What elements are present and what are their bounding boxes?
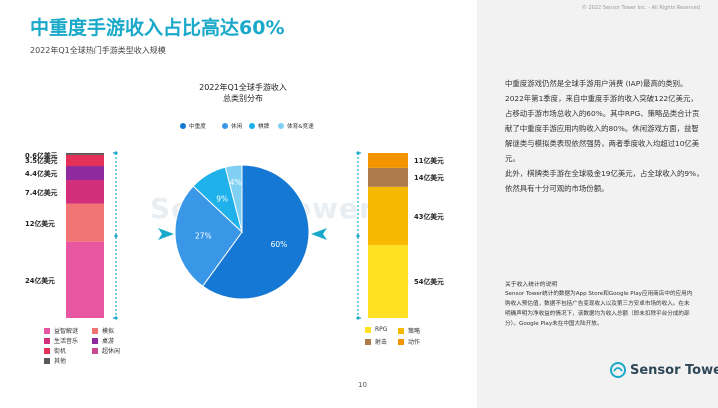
- casual-bracket: [113, 151, 118, 320]
- pie-slice-label-4: 4%: [230, 178, 242, 187]
- casual-bar-label-1: 24亿美元: [25, 276, 55, 285]
- arrow-left-icon: [158, 228, 174, 240]
- brand-name: Sensor Tower: [630, 362, 718, 378]
- midcore-stacked-bar: [368, 153, 408, 318]
- pie-legend-label: 体育&竞速: [287, 124, 314, 130]
- casual-legend-item-2: 模拟: [92, 326, 114, 335]
- sensor-tower-logo: Sensor Tower: [610, 362, 718, 378]
- right-panel: [477, 0, 718, 408]
- midcore-bar-label-2: 43亿美元: [414, 212, 444, 221]
- pie-title-line-1: 2022年Q1全球手游收入: [199, 83, 287, 92]
- midcore-legend-swatch: [365, 338, 371, 345]
- pie-legend-item-2: 休闲: [222, 122, 242, 130]
- midcore-bracket: [356, 151, 361, 320]
- midcore-legend-item-2: 策略: [398, 326, 420, 335]
- casual-legend-label: 生活音乐: [54, 338, 79, 345]
- casual-bar-label-4: 4.4亿美元: [25, 170, 58, 179]
- pie-slice-4: [224, 164, 243, 233]
- casual-legend-item-5: 街机: [44, 346, 66, 355]
- pie-legend-swatch: [180, 123, 186, 129]
- pie-chart: 60% 27% 9%4%: [174, 164, 310, 300]
- casual-legend-item-3: 生活音乐: [44, 336, 78, 345]
- casual-legend-swatch: [92, 327, 98, 334]
- casual-legend-label: 街机: [54, 348, 67, 355]
- arrow-right-icon: [311, 228, 327, 240]
- pie-legend-swatch: [249, 123, 255, 129]
- casual-bar-segment-3: [66, 180, 104, 204]
- casual-legend-swatch: [44, 347, 50, 354]
- bracket-connectors: [113, 151, 361, 320]
- midcore-legend-swatch: [365, 326, 371, 333]
- pie-legend-swatch: [222, 123, 228, 129]
- pie-legend-label: 棋牌: [258, 124, 270, 130]
- midcore-bar-label-3: 14亿美元: [414, 174, 444, 183]
- note-body: Sensor Tower统计的数据为App Store和Google Play应…: [505, 291, 693, 327]
- casual-stacked-bar: [66, 153, 104, 318]
- casual-bar-label-7: 0.6亿美元: [25, 152, 58, 160]
- pie-slice-label-1: 60%: [271, 240, 288, 249]
- midcore-legend-item-3: 射击: [365, 337, 387, 346]
- pie-legend-label: 中重度: [189, 124, 206, 130]
- midcore-legend-label: 动作: [408, 339, 421, 346]
- casual-legend-item-6: 超休闲: [92, 346, 120, 355]
- midcore-legend-label: RPG: [375, 326, 388, 333]
- casual-bar-segment-1: [66, 241, 104, 318]
- pie-slice-2: [174, 185, 243, 287]
- pie-legend-item-4: 体育&竞速: [278, 122, 314, 130]
- page-title: 中重度手游收入占比高达60%: [30, 17, 285, 39]
- sensor-tower-logo-icon: [610, 362, 626, 378]
- midcore-bar-segment-1: [368, 244, 408, 318]
- casual-bar-segment-2: [66, 203, 104, 242]
- casual-bar-segment-4: [66, 166, 104, 181]
- midcore-legend-label: 射击: [375, 339, 388, 346]
- casual-legend-swatch: [44, 327, 50, 334]
- casual-legend-label: 模拟: [102, 328, 115, 335]
- pie-chart-title: 2022年Q1全球手游收入 总类别分布: [190, 82, 296, 104]
- casual-legend-swatch: [92, 337, 98, 344]
- pie-slice-label-2: 27%: [195, 232, 212, 241]
- summary-paragraph-2: 此外，棋牌类手游在全球吸金19亿美元，占全球收入的9%，依然具有十分可观的市场份…: [505, 169, 704, 193]
- pie-slice-label-3: 9%: [216, 195, 228, 204]
- casual-legend-swatch: [44, 337, 50, 344]
- midcore-bar-segment-2: [368, 186, 408, 245]
- casual-legend-swatch: [92, 347, 98, 354]
- summary-paragraph-1: 中重度游戏仍然是全球手游用户消费 (IAP)最高的类别。2022年第1季度，来自…: [505, 79, 700, 163]
- note-title: 关于收入统计的说明: [505, 282, 558, 288]
- casual-bar-segment-7: [66, 153, 104, 155]
- midcore-legend-swatch: [398, 338, 404, 345]
- casual-legend-label: 桌游: [102, 338, 115, 345]
- pie-legend-label: 休闲: [231, 124, 243, 130]
- midcore-legend-swatch: [398, 327, 404, 334]
- midcore-legend-item-1: RPG: [365, 326, 387, 333]
- page-subtitle: 2022年Q1全球热门手游类型收入规模: [30, 46, 166, 55]
- page-number: 10: [358, 381, 367, 389]
- casual-legend-label: 超休闲: [102, 348, 121, 355]
- casual-legend-label: 益智解谜: [54, 328, 79, 335]
- midcore-bar-segment-4: [368, 153, 408, 168]
- casual-bar-label-2: 12亿美元: [25, 219, 55, 228]
- pie-legend-item-1: 中重度: [180, 122, 206, 130]
- casual-legend-swatch: [44, 357, 50, 364]
- pie-legend-item-3: 棋牌: [249, 122, 269, 130]
- pie-slice-1: [201, 164, 310, 300]
- casual-legend-label: 其他: [54, 358, 67, 365]
- copyright: © 2022 Sensor Tower Inc. - All Rights Re…: [581, 5, 700, 11]
- casual-bar-segment-5: [66, 154, 104, 167]
- casual-legend-item-4: 桌游: [92, 336, 114, 345]
- midcore-bar-label-1: 54亿美元: [414, 278, 444, 287]
- midcore-legend-label: 策略: [408, 328, 421, 335]
- midcore-legend-item-4: 动作: [398, 337, 420, 346]
- pie-legend-swatch: [278, 123, 284, 129]
- pie-title-line-2: 总类别分布: [223, 94, 263, 103]
- casual-bar-label-5: 3.5亿美元: [25, 157, 58, 166]
- chart-canvas: 60% 27% 9%4%: [66, 151, 408, 320]
- casual-legend-item-1: 益智解谜: [44, 326, 78, 335]
- casual-legend-item-7: 其他: [44, 356, 66, 365]
- summary-text: 中重度游戏仍然是全球手游用户消费 (IAP)最高的类别。2022年第1季度，来自…: [505, 76, 705, 196]
- casual-bar-label-3: 7.4亿美元: [25, 188, 58, 197]
- midcore-bar-segment-3: [368, 167, 408, 187]
- midcore-bar-label-4: 11亿美元: [414, 157, 444, 166]
